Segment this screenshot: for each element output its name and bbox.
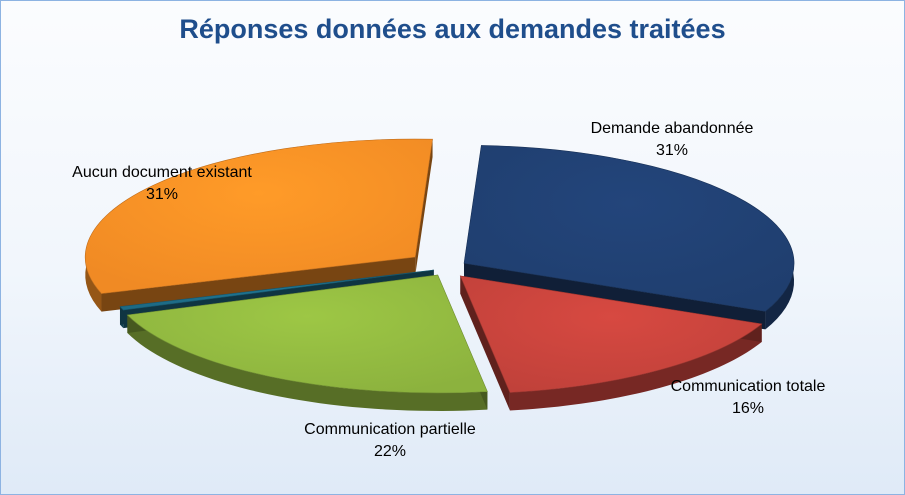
chart-title: Réponses données aux demandes traitées [179,14,726,44]
slice-label-percent: 31% [655,142,689,159]
slice-label-text: Communication totale [670,378,826,395]
slice-label-text: Demande abandonnée [590,120,754,137]
pie-slice-aucun-document-existant [84,138,433,294]
slice-label-communication-totale: Communication totale 16% [638,376,858,420]
slice-label-demande-abandonnee: Demande abandonnée 31% [552,118,792,162]
pie-slice-communication-partielle [126,274,488,394]
pie-slice-communication-totale [459,275,763,393]
slice-label-communication-partielle: Communication partielle 22% [270,419,510,463]
slice-label-text: Communication partielle [304,421,476,438]
slice-label-percent: 31% [145,186,179,203]
slice-label-percent: 16% [731,400,765,417]
pie-slice-minor [119,269,434,311]
slice-label-aucun-document-existant: Aucun document existant 31% [42,162,282,206]
pie-slice-demande-abandonnee [463,145,795,312]
slice-label-percent: 22% [373,443,407,460]
slice-label-text: Aucun document existant [72,164,252,181]
